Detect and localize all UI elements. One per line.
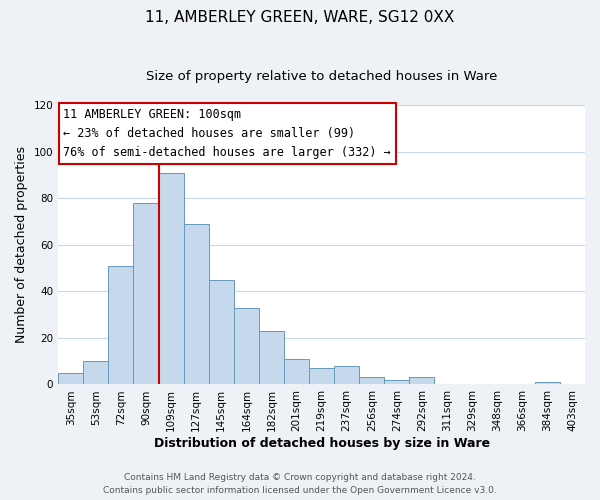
Bar <box>535 382 560 384</box>
Bar <box>385 380 409 384</box>
Text: Contains HM Land Registry data © Crown copyright and database right 2024.
Contai: Contains HM Land Registry data © Crown c… <box>103 474 497 495</box>
Bar <box>133 203 158 384</box>
Bar <box>209 280 234 384</box>
Bar <box>109 266 133 384</box>
Bar <box>309 368 334 384</box>
Bar <box>234 308 259 384</box>
Title: Size of property relative to detached houses in Ware: Size of property relative to detached ho… <box>146 70 497 83</box>
Text: 11 AMBERLEY GREEN: 100sqm
← 23% of detached houses are smaller (99)
76% of semi-: 11 AMBERLEY GREEN: 100sqm ← 23% of detac… <box>64 108 391 159</box>
Bar <box>158 172 184 384</box>
Bar <box>259 331 284 384</box>
Bar <box>359 378 385 384</box>
Bar <box>83 361 109 384</box>
X-axis label: Distribution of detached houses by size in Ware: Distribution of detached houses by size … <box>154 437 490 450</box>
Bar <box>184 224 209 384</box>
Bar <box>58 373 83 384</box>
Bar <box>334 366 359 384</box>
Bar <box>409 378 434 384</box>
Bar <box>284 359 309 384</box>
Text: 11, AMBERLEY GREEN, WARE, SG12 0XX: 11, AMBERLEY GREEN, WARE, SG12 0XX <box>145 10 455 25</box>
Y-axis label: Number of detached properties: Number of detached properties <box>15 146 28 343</box>
